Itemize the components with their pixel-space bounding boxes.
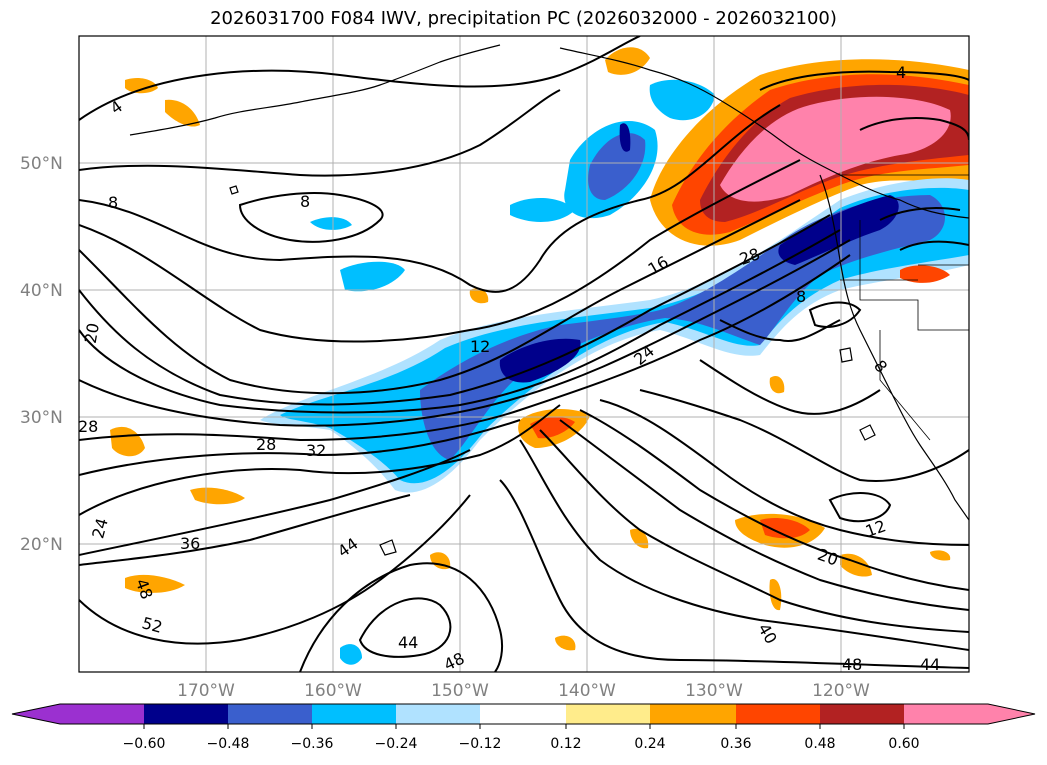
precip-positive-region <box>760 518 810 539</box>
coastlines <box>129 44 969 556</box>
precip-negative-region <box>340 261 405 292</box>
colorbar-segment <box>60 704 144 724</box>
lon-label-140w: 140°W <box>558 681 616 701</box>
colorbar-extend-low <box>12 704 60 724</box>
precip-positive-region <box>125 574 185 593</box>
iwv-contours <box>79 36 969 672</box>
contour-label: 32 <box>306 441 326 460</box>
precip-positive-region <box>630 528 649 549</box>
contour-label: 48 <box>842 655 862 674</box>
colorbar-segment <box>650 704 736 724</box>
precip-positive-region <box>125 77 158 94</box>
lon-label-160w: 160°W <box>304 681 362 701</box>
contour-label: 12 <box>470 337 490 356</box>
colorbar-tick-label: −0.12 <box>459 736 502 752</box>
precip-positive-region <box>165 99 200 127</box>
precip-positive-region <box>900 265 950 283</box>
precip-positive-region <box>555 635 576 651</box>
colorbar-segment <box>228 704 312 724</box>
colorbar-extend-high <box>988 704 1035 724</box>
lat-label-50n: 50°N <box>20 154 63 174</box>
precip-negative-region <box>499 338 581 383</box>
precip-positive-region <box>769 579 782 611</box>
contour-label: 24 <box>88 516 112 541</box>
colorbar-segment <box>480 704 566 724</box>
lat-label-30n: 30°N <box>20 408 63 428</box>
lat-label-20n: 20°N <box>20 535 63 555</box>
precip-positive-region <box>720 96 951 202</box>
precip-negative-region <box>588 133 646 200</box>
precip-positive-region <box>190 487 245 505</box>
colorbar-segment <box>820 704 904 724</box>
precip-positive-region <box>469 288 489 304</box>
colorbar-tick-label: 0.36 <box>720 736 751 752</box>
contour-label: 44 <box>398 633 418 652</box>
map-frame <box>78 35 970 673</box>
latitude-labels: 50°N 40°N 30°N 20°N <box>20 154 63 555</box>
lat-label-40n: 40°N <box>20 281 63 301</box>
colorbar-outline <box>11 703 1036 725</box>
precip-negative-region <box>340 644 362 665</box>
precip-negative-region <box>310 217 352 230</box>
lon-label-150w: 150°W <box>431 681 489 701</box>
colorbar-tick-label: 0.24 <box>634 736 665 752</box>
precip-positive-region <box>605 47 650 75</box>
colorbar-segment <box>736 704 820 724</box>
colorbar-segment <box>566 704 650 724</box>
colorbar-segment <box>144 704 228 724</box>
colorbar-segment <box>312 704 396 724</box>
precip-negative-region <box>619 123 631 152</box>
colorbar-tick-label: −0.60 <box>123 736 166 752</box>
precip-positive-region <box>930 550 951 561</box>
contour-label: 20 <box>81 321 103 344</box>
contour-label: 28 <box>78 417 98 436</box>
colorbar: −0.60 −0.48 −0.36 −0.24 −0.12 0.12 0.24 … <box>11 703 1036 752</box>
colorbar-tick-label: −0.24 <box>375 736 418 752</box>
contour-label: 36 <box>180 534 200 553</box>
lon-label-120w: 120°W <box>812 681 870 701</box>
colorbar-tick-label: −0.48 <box>207 736 250 752</box>
precip-negative-region <box>510 198 575 222</box>
longitude-labels: 170°W 160°W 150°W 140°W 130°W 120°W <box>177 681 870 701</box>
colorbar-segment <box>904 704 988 724</box>
contour-label: 48 <box>441 649 467 675</box>
contour-label: 4 <box>896 63 906 82</box>
lon-label-170w: 170°W <box>177 681 235 701</box>
precip-positive-region <box>769 375 785 394</box>
contour-label: 28 <box>256 435 276 454</box>
precip-negative-region <box>649 79 715 121</box>
colorbar-tick-label: −0.36 <box>291 736 334 752</box>
colorbar-tick-label: 0.60 <box>888 736 919 752</box>
contour-label: 44 <box>920 655 940 674</box>
map-title: 2026031700 F084 IWV, precipitation PC (2… <box>210 8 837 29</box>
colorbar-segment <box>396 704 480 724</box>
colorbar-tick-label: 0.12 <box>550 736 581 752</box>
contour-label: 8 <box>300 192 310 211</box>
contour-label: 8 <box>796 287 806 306</box>
contour-label: 52 <box>140 613 165 637</box>
lon-label-130w: 130°W <box>685 681 743 701</box>
contour-label: 8 <box>108 193 118 212</box>
borders <box>840 174 969 441</box>
colorbar-tick-label: 0.48 <box>804 736 835 752</box>
